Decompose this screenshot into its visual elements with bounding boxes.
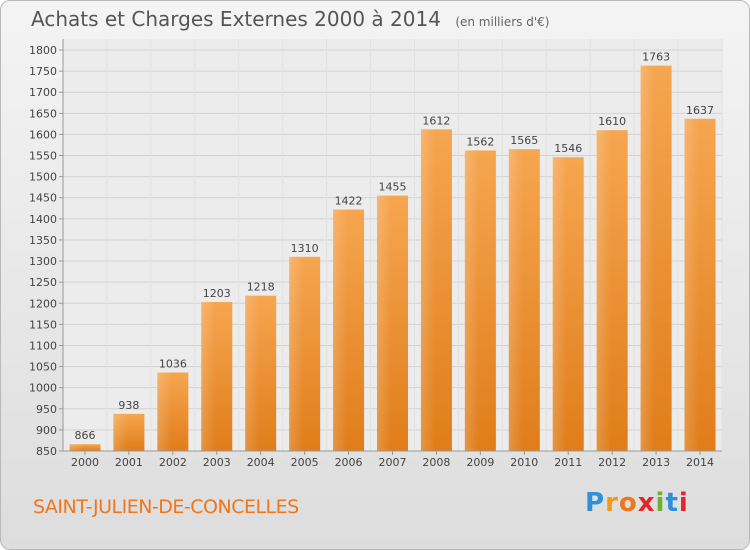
bar-value-label: 1612 xyxy=(422,114,450,127)
x-tick-label: 2003 xyxy=(203,456,231,469)
bar-value-label: 1036 xyxy=(159,357,187,370)
bar-highlight xyxy=(113,413,128,451)
x-tick-label: 2010 xyxy=(510,456,538,469)
chart-title: Achats et Charges Externes 2000 à 2014 (… xyxy=(31,7,549,31)
bars: 866 938 1036 1203 1218 1310 1422 1455 1612 1562 15… xyxy=(69,51,716,452)
x-tick-label: 2007 xyxy=(379,456,407,469)
y-tick-label: 1300 xyxy=(29,255,57,268)
x-tick-label: 2011 xyxy=(554,456,582,469)
x-tick-label: 2001 xyxy=(115,456,143,469)
y-tick-label: 1550 xyxy=(29,150,57,163)
x-tick-label: 2000 xyxy=(71,456,99,469)
chart-unit-label: (en milliers d'€) xyxy=(455,15,550,29)
bar-value-label: 866 xyxy=(74,429,95,442)
bar-highlight xyxy=(508,149,523,451)
bar-highlight xyxy=(157,372,172,451)
x-tick-label: 2004 xyxy=(247,456,275,469)
y-tick-label: 1600 xyxy=(29,128,57,141)
y-tick-label: 1350 xyxy=(29,234,57,247)
axes: 850 900 950 1000 1050 1100 1150 1200 1250 1300 135… xyxy=(29,39,722,469)
y-tick-label: 950 xyxy=(36,403,57,416)
chart-title-text: Achats et Charges Externes 2000 à 2014 xyxy=(31,7,441,31)
x-tick-label: 2014 xyxy=(686,456,714,469)
bar xyxy=(69,444,101,451)
bar-value-label: 1610 xyxy=(598,115,626,128)
bar-highlight xyxy=(245,295,260,451)
bar-value-label: 1455 xyxy=(379,181,407,194)
x-tick-label: 2006 xyxy=(335,456,363,469)
bar-highlight xyxy=(420,129,435,452)
x-tick-label: 2005 xyxy=(291,456,319,469)
y-tick-label: 1000 xyxy=(29,382,57,395)
bar-value-label: 1763 xyxy=(642,51,670,64)
bar-highlight xyxy=(596,130,611,451)
y-tick-label: 1250 xyxy=(29,276,57,289)
bar-highlight xyxy=(684,118,699,451)
y-tick-label: 1100 xyxy=(29,339,57,352)
logo-letter: o xyxy=(618,488,638,518)
location-name: SAINT-JULIEN-DE-CONCELLES xyxy=(33,496,299,518)
y-tick-label: 1750 xyxy=(29,65,57,78)
y-tick-label: 1650 xyxy=(29,107,57,120)
x-tick-label: 2012 xyxy=(598,456,626,469)
y-tick-label: 1800 xyxy=(29,44,57,57)
bar-highlight xyxy=(69,444,84,451)
y-tick-label: 1050 xyxy=(29,361,57,374)
y-tick-label: 1200 xyxy=(29,297,57,310)
logo-letter: P xyxy=(585,488,606,518)
bar-value-label: 1310 xyxy=(291,242,319,255)
bar-highlight xyxy=(464,150,479,451)
bar-value-label: 1203 xyxy=(203,287,231,300)
logo-letter: r xyxy=(605,488,619,518)
y-tick-label: 1500 xyxy=(29,171,57,184)
bar-highlight xyxy=(640,65,655,452)
bar-value-label: 938 xyxy=(118,399,139,412)
bar-value-label: 1546 xyxy=(554,142,582,155)
logo-letter: i xyxy=(655,488,666,518)
y-tick-label: 1700 xyxy=(29,86,57,99)
bar-value-label: 1218 xyxy=(247,281,275,294)
x-tick-label: 2008 xyxy=(422,456,450,469)
bar-value-label: 1422 xyxy=(335,195,363,208)
x-tick-label: 2013 xyxy=(642,456,670,469)
y-tick-label: 900 xyxy=(36,424,57,437)
bar-value-label: 1637 xyxy=(686,104,714,117)
bar-highlight xyxy=(377,195,391,451)
bar-highlight xyxy=(289,256,304,451)
x-tick-label: 2002 xyxy=(159,456,187,469)
bar-highlight xyxy=(552,157,567,452)
bar-highlight xyxy=(201,301,216,451)
bar-value-label: 1565 xyxy=(510,134,538,147)
y-tick-label: 1400 xyxy=(29,213,57,226)
logo-letter: i xyxy=(678,488,689,518)
bar-highlight xyxy=(333,209,348,451)
proxiti-logo: Proxiti xyxy=(585,488,689,518)
y-tick-label: 1150 xyxy=(29,318,57,331)
logo-letter: t xyxy=(665,488,679,518)
bar-value-label: 1562 xyxy=(466,135,494,148)
x-tick-label: 2009 xyxy=(466,456,494,469)
logo-letter: x xyxy=(637,488,656,518)
y-tick-label: 1450 xyxy=(29,192,57,205)
y-tick-label: 850 xyxy=(36,445,57,458)
